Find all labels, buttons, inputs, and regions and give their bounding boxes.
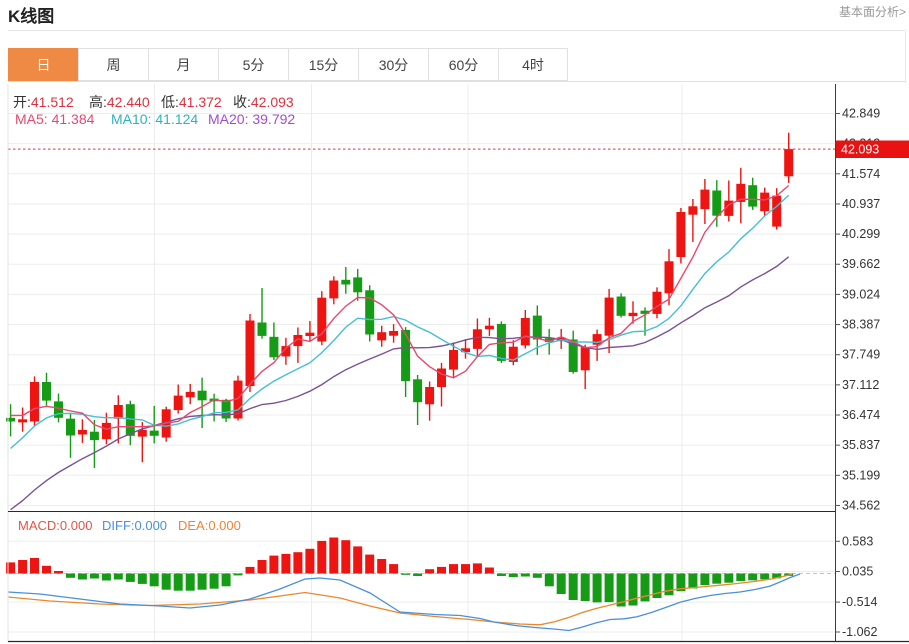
svg-text:35.199: 35.199 [842, 468, 880, 482]
svg-text:36.474: 36.474 [842, 408, 880, 422]
svg-text:41.574: 41.574 [842, 167, 880, 181]
svg-text:0.583: 0.583 [842, 534, 873, 548]
svg-text:-1.062: -1.062 [842, 625, 877, 639]
svg-text:40.937: 40.937 [842, 197, 880, 211]
svg-text:39.662: 39.662 [842, 257, 880, 271]
svg-text:40.299: 40.299 [842, 227, 880, 241]
svg-text:37.749: 37.749 [842, 348, 880, 362]
svg-text:42.093: 42.093 [841, 142, 879, 156]
svg-text:-0.514: -0.514 [842, 595, 877, 609]
svg-text:34.562: 34.562 [842, 498, 880, 512]
svg-text:0.035: 0.035 [842, 565, 873, 579]
svg-text:35.837: 35.837 [842, 438, 880, 452]
svg-text:39.024: 39.024 [842, 287, 880, 301]
svg-text:37.112: 37.112 [842, 378, 879, 392]
svg-text:42.849: 42.849 [842, 107, 880, 121]
svg-text:38.387: 38.387 [842, 318, 880, 332]
